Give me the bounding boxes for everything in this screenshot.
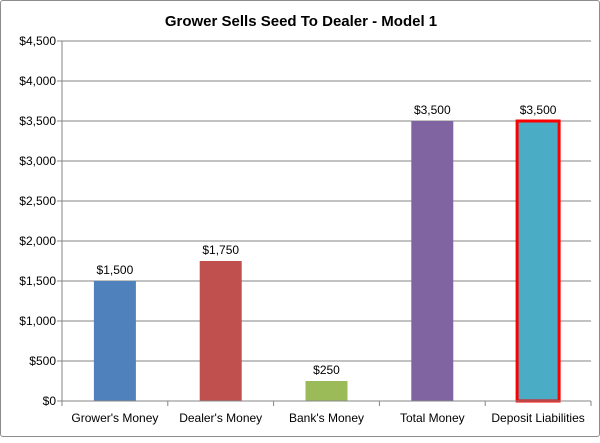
x-tick-label: Grower's Money [71,411,158,425]
y-axis-tick-labels: $0 $500 $1,000 $1,500 $2,000 $2,500 $3,000 $3,5… [19,34,56,408]
data-label: $3,500 [414,103,451,117]
data-labels: $1,500 $1,750 $250 $3,500 $3,500 [97,103,557,377]
y-tick-label: $0 [43,394,57,408]
y-tick-label: $4,000 [19,74,56,88]
x-axis-tick-labels: Grower's Money Dealer's Money Bank's Money… [71,411,584,425]
y-tick-label: $3,000 [19,154,56,168]
y-tick-label: $1,500 [19,274,56,288]
bar [305,381,348,401]
bar [411,121,454,401]
x-tick-label: Deposit Liabilities [491,411,584,425]
bar [93,281,136,401]
y-tick-label: $500 [29,354,56,368]
y-tick-label: $3,500 [19,114,56,128]
y-tick-label: $2,000 [19,234,56,248]
y-tick-label: $1,000 [19,314,56,328]
data-label: $250 [313,363,340,377]
gridlines [57,40,592,406]
data-label: $1,750 [202,243,239,257]
data-label: $3,500 [520,103,557,117]
bar [199,261,242,401]
data-label: $1,500 [97,263,134,277]
x-tick-label: Total Money [400,411,465,425]
bars [93,119,561,403]
x-tick-label: Bank's Money [289,411,364,425]
x-tick-label: Dealer's Money [179,411,262,425]
y-tick-label: $2,500 [19,194,56,208]
chart-title: Grower Sells Seed To Dealer - Model 1 [165,13,437,30]
y-tick-label: $4,500 [19,34,56,48]
bar [515,119,561,403]
